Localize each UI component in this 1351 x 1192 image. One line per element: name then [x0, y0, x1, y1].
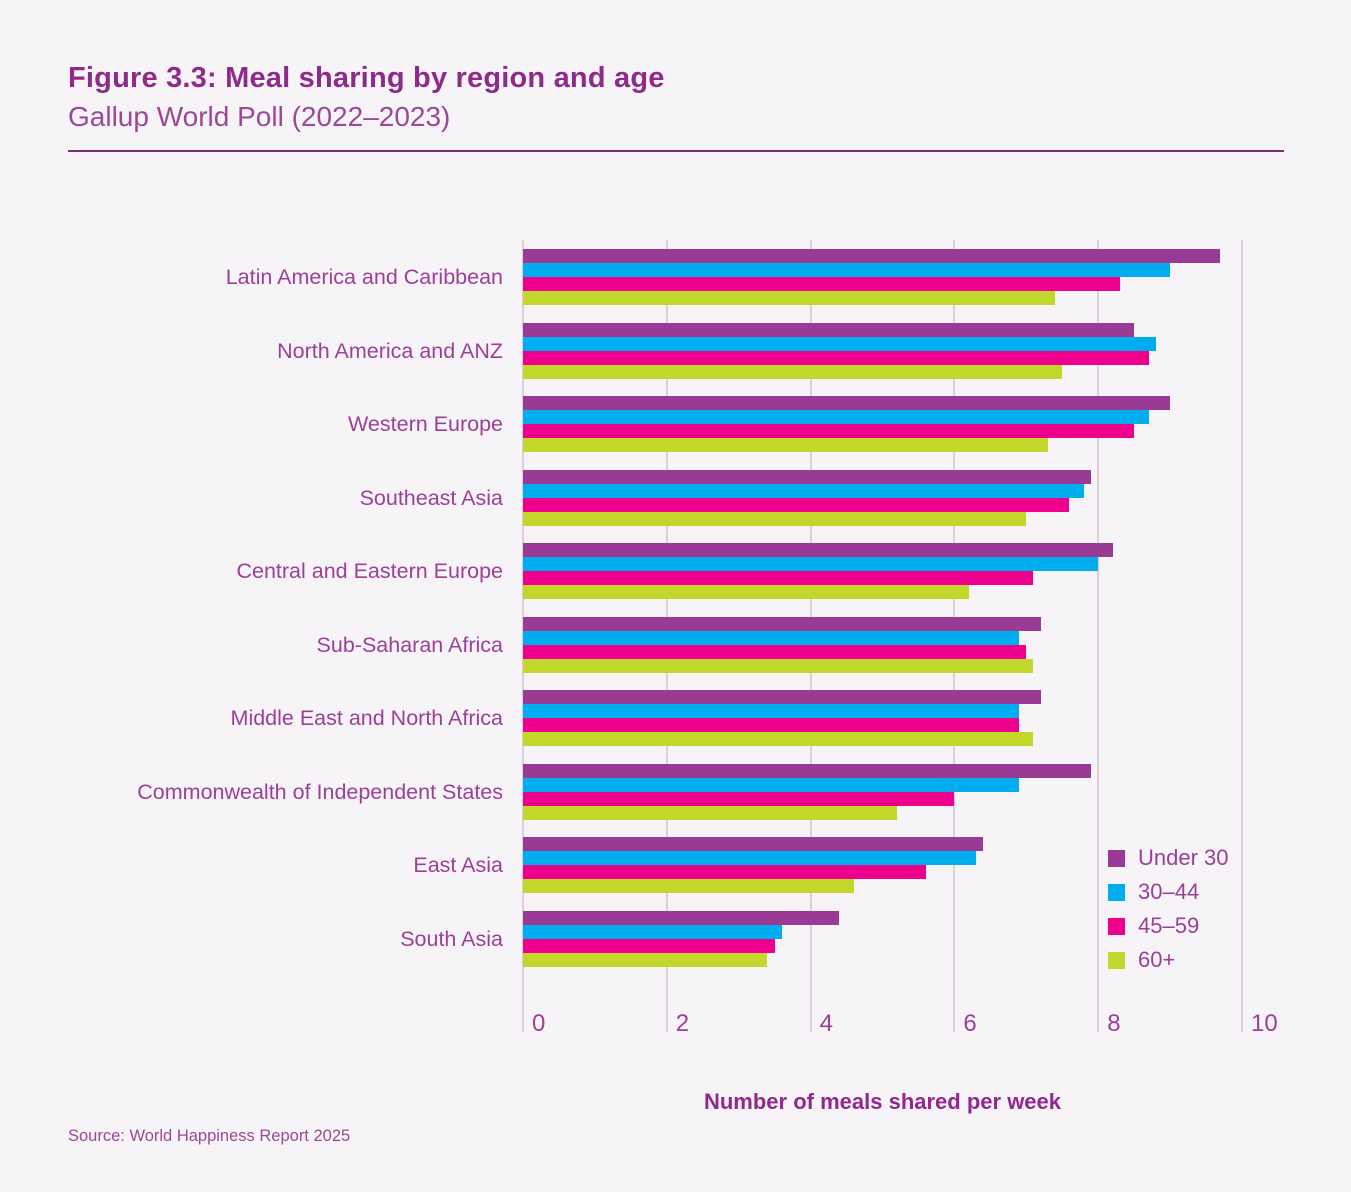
region-label: Latin America and Caribbean: [225, 265, 503, 289]
legend-label: 60+: [1138, 947, 1176, 972]
bar-under-30: [523, 837, 984, 851]
gridline-8: [1097, 240, 1100, 1032]
bar-group: [523, 249, 1242, 305]
region-label: South Asia: [400, 926, 503, 951]
bar-30-44: [523, 263, 1171, 277]
bar-30-44: [523, 924, 782, 939]
x-tick-label: 6: [963, 1010, 977, 1037]
bar-45-59: [523, 718, 1020, 732]
region-label: Central and Eastern Europe: [236, 559, 503, 583]
x-tick-label: 2: [675, 1010, 690, 1037]
bar-60: [523, 658, 1034, 673]
x-tick-label: 4: [819, 1010, 833, 1037]
region-label: Western Europe: [348, 412, 503, 436]
region-label: Commonwealth of Independent States: [137, 779, 503, 804]
legend-label: 30–44: [1138, 879, 1200, 904]
bar-45-59: [523, 424, 1135, 438]
bar-45-59: [523, 497, 1070, 512]
x-tick-label: 10: [1251, 1010, 1278, 1037]
bar-group: [523, 763, 1242, 820]
bar-group: [523, 396, 1242, 452]
bar-under-30: [523, 616, 1041, 631]
legend-label: 45–59: [1138, 913, 1200, 938]
bar-group: [523, 616, 1242, 673]
source-note: Source: World Happiness Report 2025: [68, 1127, 351, 1145]
legend-item: 60+: [1108, 947, 1229, 972]
bar-30-44: [523, 410, 1149, 424]
x-tick-label: 0: [532, 1010, 546, 1037]
bar-45-59: [523, 865, 926, 879]
bar-30-44: [523, 777, 1020, 792]
legend-item: 45–59: [1108, 913, 1229, 938]
bar-45-59: [523, 350, 1149, 365]
bar-under-30: [523, 763, 1091, 778]
x-axis-title: Number of meals shared per week: [703, 1089, 1062, 1114]
legend-swatch-icon: [1108, 883, 1125, 901]
figure-subtitle: Gallup World Poll (2022–2023): [68, 101, 451, 132]
bar-group: [523, 910, 1242, 967]
bar-30-44: [523, 851, 976, 865]
bar-under-30: [523, 322, 1135, 337]
bar-group: [523, 837, 1242, 893]
legend-swatch-icon: [1108, 849, 1125, 867]
gridline-10: [1241, 240, 1243, 1032]
bar-under-30: [523, 396, 1171, 410]
bar-group: [523, 322, 1242, 379]
bar-30-44: [523, 483, 1084, 498]
legend-item: 30–44: [1108, 879, 1229, 904]
bar-group: [523, 543, 1242, 599]
bar-60: [523, 585, 969, 599]
bar-30-44: [523, 630, 1020, 645]
bar-60: [523, 364, 1063, 379]
region-label: Southeast Asia: [359, 485, 503, 510]
title-divider: [68, 150, 1284, 152]
legend-swatch-icon: [1108, 951, 1125, 969]
bar-60: [523, 879, 854, 893]
bar-45-59: [523, 938, 775, 953]
bar-under-30: [523, 469, 1091, 484]
bar-60: [523, 291, 1056, 305]
bar-60: [523, 732, 1034, 746]
figure-title: Figure 3.3: Meal sharing by region and a…: [68, 62, 665, 94]
legend-swatch-icon: [1108, 917, 1125, 935]
bar-30-44: [523, 557, 1099, 571]
region-label: Middle East and North Africa: [230, 706, 503, 730]
region-label: Sub-Saharan Africa: [316, 632, 503, 657]
bar-group: [523, 469, 1242, 526]
region-label: North America and ANZ: [277, 338, 503, 363]
bar-under-30: [523, 690, 1041, 704]
bar-45-59: [523, 571, 1034, 585]
legend: Under 30 30–44 45–59 60+: [1108, 845, 1229, 985]
bar-60: [523, 438, 1048, 452]
legend-item: Under 30: [1108, 845, 1229, 870]
bar-under-30: [523, 249, 1221, 263]
bar-60: [523, 952, 768, 967]
bar-group: [523, 690, 1242, 746]
plot-area: [522, 240, 1243, 1032]
bar-under-30: [523, 910, 840, 925]
bar-30-44: [523, 704, 1020, 718]
legend-label: Under 30: [1138, 845, 1229, 870]
bar-under-30: [523, 543, 1113, 557]
bar-60: [523, 805, 897, 820]
x-tick-label: 8: [1107, 1010, 1121, 1037]
bar-45-59: [523, 277, 1120, 291]
bar-45-59: [523, 791, 955, 806]
bar-45-59: [523, 644, 1027, 659]
bar-60: [523, 511, 1027, 526]
bar-30-44: [523, 336, 1156, 351]
region-label: East Asia: [413, 853, 503, 877]
